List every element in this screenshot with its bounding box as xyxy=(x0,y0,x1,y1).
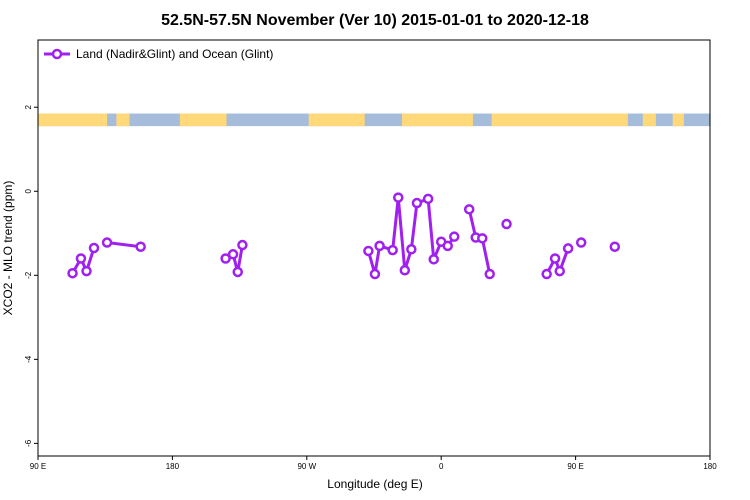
land-strip-4 xyxy=(402,113,473,127)
land-strip-6 xyxy=(642,113,656,127)
data-point-2-1 xyxy=(227,249,239,260)
data-point-0-3 xyxy=(88,242,100,254)
data-point-3-8 xyxy=(422,193,434,205)
data-point-2-2 xyxy=(232,266,243,278)
data-point-0-2 xyxy=(81,265,92,277)
data-point-6-1 xyxy=(549,253,561,264)
x-tick-label-2: 90 W xyxy=(297,462,316,471)
plot-frame xyxy=(37,39,711,457)
series-line-0 xyxy=(71,247,96,274)
y-tick-label-2: -2 xyxy=(24,271,33,279)
data-point-4-3 xyxy=(484,268,495,280)
x-tick-label-0: 90 E xyxy=(30,462,46,471)
series-line-1 xyxy=(106,241,141,249)
data-point-3-1 xyxy=(369,268,381,280)
data-point-1-0 xyxy=(101,237,113,248)
data-point-3-11 xyxy=(442,240,453,252)
data-point-4-0 xyxy=(463,204,475,215)
data-point-3-5 xyxy=(399,265,411,276)
land-strip-5 xyxy=(491,113,628,127)
x-tick-label-1: 180 xyxy=(166,462,180,471)
data-point-4-2 xyxy=(477,233,488,244)
land-strip-3 xyxy=(308,113,365,127)
x-tick-label-4: 90 E xyxy=(567,462,583,471)
chart-title: 52.5N-57.5N November (Ver 10) 2015-01-01… xyxy=(161,12,589,29)
y-tick-label-1: 0 xyxy=(24,188,33,193)
data-point-2-0 xyxy=(220,253,231,264)
data-point-6-2 xyxy=(554,265,565,277)
data-point-7-0 xyxy=(575,237,587,248)
y-tick-label-4: -6 xyxy=(24,439,33,447)
data-point-3-7 xyxy=(411,197,423,209)
data-point-3-9 xyxy=(428,254,439,265)
data-series xyxy=(67,192,621,280)
land-strip-0 xyxy=(38,113,108,127)
data-point-3-2 xyxy=(374,240,385,252)
y-tick-label-0: 2 xyxy=(24,104,33,109)
data-point-6-0 xyxy=(541,268,552,280)
data-point-2-3 xyxy=(237,239,248,251)
land-strip-7 xyxy=(672,113,684,127)
data-point-8-0 xyxy=(609,241,621,252)
land-strip-2 xyxy=(179,113,227,127)
y-tick-label-3: -4 xyxy=(24,355,33,363)
data-point-5-0 xyxy=(501,218,512,230)
y-axis-label: XCO2 - MLO trend (ppm) xyxy=(1,181,15,316)
data-point-6-3 xyxy=(562,243,574,254)
series-line-6 xyxy=(545,247,570,275)
axis-ticks: 90 E 180 90 W 0 90 E 180 2 0 -2 -4 -6 xyxy=(24,104,717,471)
legend: Land (Nadir&Glint) and Ocean (Glint) xyxy=(44,47,273,61)
x-tick-label-3: 0 xyxy=(439,462,444,471)
legend-marker xyxy=(51,48,63,60)
data-point-3-12 xyxy=(449,231,460,242)
data-point-3-4 xyxy=(393,192,404,203)
series-line-3 xyxy=(366,196,456,276)
data-point-1-1 xyxy=(135,241,146,252)
data-point-3-6 xyxy=(406,244,417,255)
data-point-3-3 xyxy=(387,244,398,256)
land-ocean-band xyxy=(38,113,710,127)
x-axis-label: Longitude (deg E) xyxy=(327,477,422,491)
data-point-3-0 xyxy=(363,245,374,257)
x-tick-label-5: 180 xyxy=(703,462,717,471)
data-point-0-1 xyxy=(75,253,87,264)
legend-label: Land (Nadir&Glint) and Ocean (Glint) xyxy=(76,47,273,61)
land-strip-1 xyxy=(116,113,130,127)
data-point-0-0 xyxy=(67,267,78,279)
